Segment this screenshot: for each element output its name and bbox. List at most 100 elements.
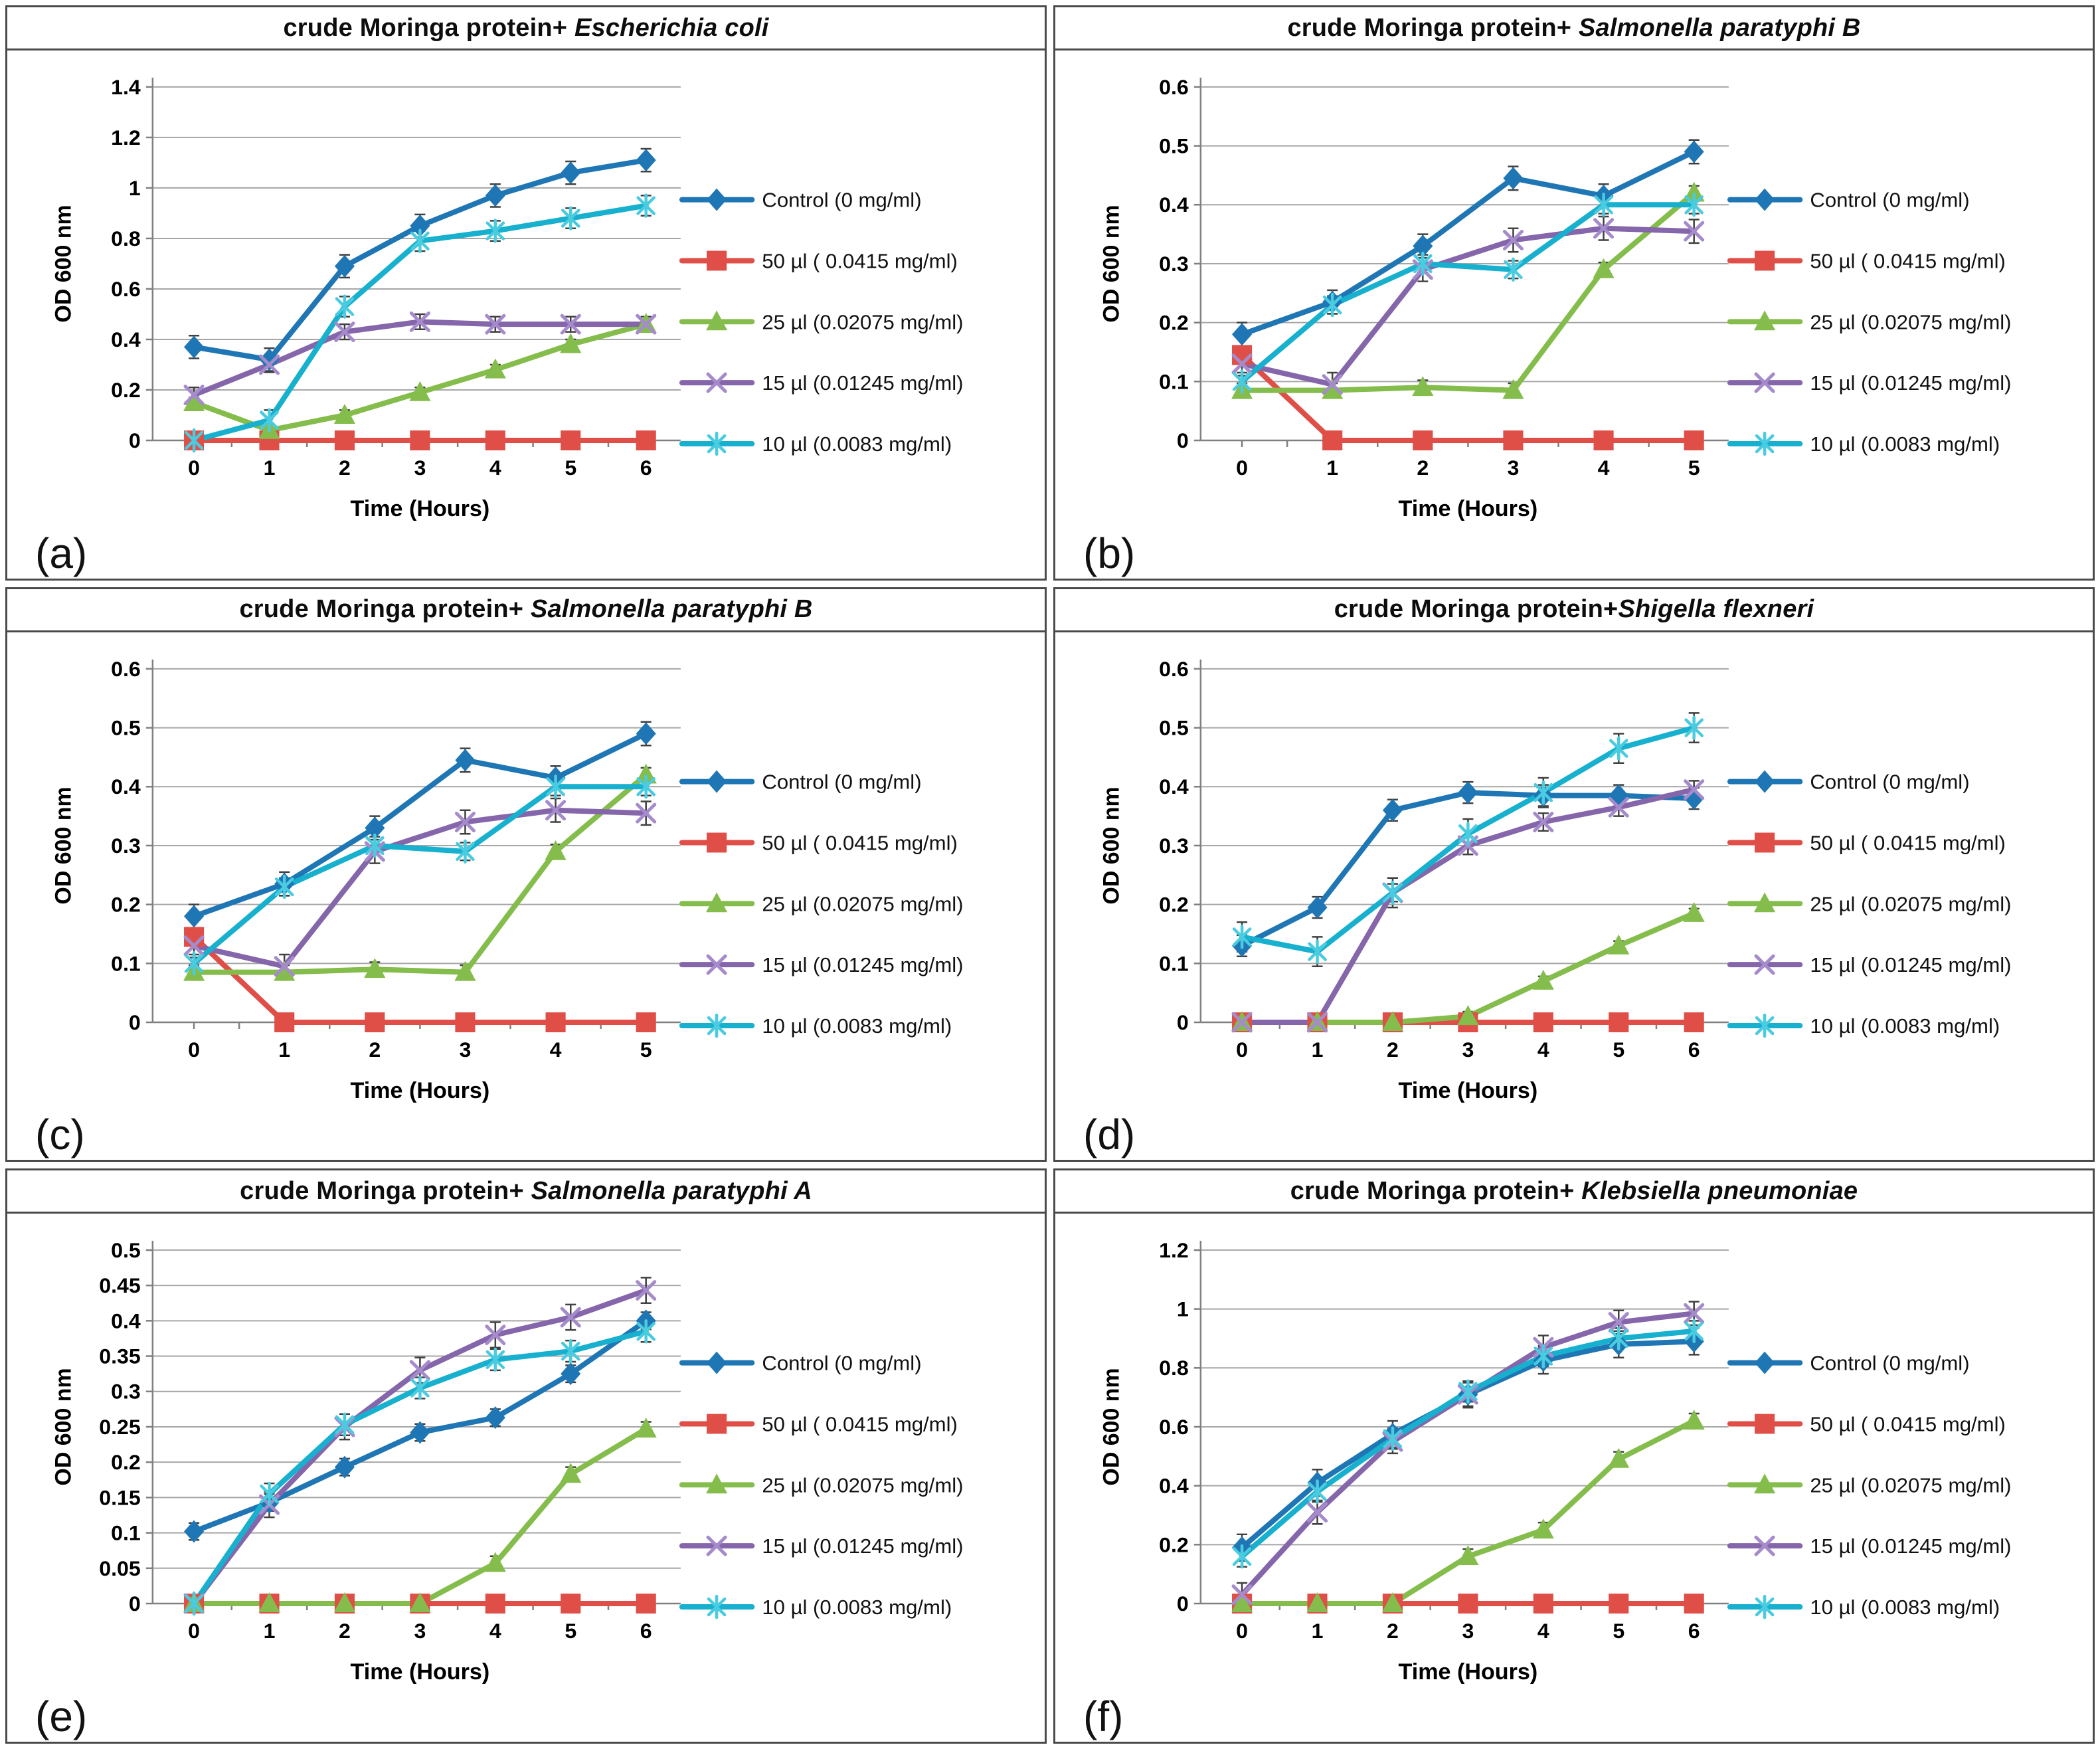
data-point bbox=[334, 254, 355, 278]
data-point bbox=[545, 799, 567, 820]
data-point bbox=[334, 430, 355, 450]
data-point bbox=[1609, 736, 1628, 761]
series-control-line bbox=[191, 731, 649, 919]
legend-marker bbox=[707, 832, 727, 853]
data-point bbox=[1683, 181, 1705, 202]
legend-marker bbox=[1755, 188, 1775, 211]
legend-label: 50 µl ( 0.0415 mg/ml) bbox=[762, 1413, 957, 1436]
x-tick-label: 4 bbox=[550, 1038, 562, 1061]
legend-label: 10 µl (0.0083 mg/ml) bbox=[1810, 432, 2000, 456]
data-point bbox=[1533, 1344, 1553, 1369]
legend-marker bbox=[1755, 1351, 1775, 1374]
x-tick-label: 2 bbox=[369, 1038, 381, 1061]
legend-label: 25 µl (0.02075 mg/ml) bbox=[1810, 892, 2011, 915]
data-point bbox=[561, 1339, 580, 1364]
chart-f: 0 0.2 0.4 0.6 0.8 1 1.2 0 1 2 3 4 5 6 OD 600 nm Time (H… bbox=[1098, 1238, 2011, 1685]
data-point bbox=[560, 314, 581, 335]
series-50ul-markers bbox=[184, 430, 656, 450]
panel-f-letter: (f) bbox=[1083, 1693, 1124, 1740]
data-point bbox=[1608, 1448, 1630, 1469]
panel-f-title-text: crude Moringa protein+ bbox=[1290, 1176, 1582, 1205]
x-tick-label: 6 bbox=[1688, 1619, 1700, 1643]
y-tick-label: 0.2 bbox=[1159, 892, 1189, 916]
y-tick-label: 0.5 bbox=[111, 715, 141, 739]
series-25ul-line bbox=[1239, 190, 1697, 393]
y-tick-label: 0.6 bbox=[111, 277, 141, 301]
data-point bbox=[1457, 1004, 1479, 1025]
legend: Control (0 mg/ml) 50 µl ( 0.0415 mg/ml) 25… bbox=[679, 188, 964, 456]
data-point bbox=[1308, 939, 1327, 964]
y-tick-label: 0.25 bbox=[99, 1415, 140, 1439]
y-axis-title: OD 600 nm bbox=[1098, 1368, 1124, 1486]
data-point bbox=[365, 833, 385, 858]
legend-item: 25 µl (0.02075 mg/ml) bbox=[679, 310, 964, 333]
data-point bbox=[410, 1421, 430, 1444]
legend-marker bbox=[1754, 1536, 1775, 1556]
data-point bbox=[184, 428, 204, 453]
series-25ul-markers bbox=[183, 313, 657, 439]
data-point bbox=[561, 206, 580, 231]
x-tick-label: 1 bbox=[264, 456, 276, 480]
y-tick-label: 0.3 bbox=[111, 834, 141, 858]
data-point bbox=[1322, 374, 1343, 395]
data-point bbox=[409, 1592, 431, 1613]
x-tick-label: 1 bbox=[1312, 1038, 1324, 1061]
panel-f: crude Moringa protein+ Klebsiella pneumo… bbox=[1053, 1168, 2095, 1744]
data-point bbox=[335, 1412, 355, 1437]
legend-marker bbox=[706, 954, 727, 975]
legend-marker bbox=[707, 250, 727, 271]
data-point bbox=[636, 722, 656, 745]
series-15ul-line bbox=[191, 807, 649, 969]
data-point bbox=[485, 184, 505, 207]
data-point bbox=[409, 381, 431, 401]
data-point bbox=[636, 149, 656, 172]
data-point bbox=[364, 957, 386, 978]
y-tick-label: 0.1 bbox=[1159, 369, 1189, 393]
data-point bbox=[454, 811, 476, 832]
legend: Control (0 mg/ml) 50 µl ( 0.0415 mg/ml) 25… bbox=[679, 1351, 964, 1619]
x-axis-title: Time (Hours) bbox=[1399, 496, 1538, 521]
data-point bbox=[1413, 251, 1433, 276]
legend-label: 25 µl (0.02075 mg/ml) bbox=[1810, 310, 2011, 333]
data-point bbox=[561, 1594, 581, 1614]
gridlines bbox=[1200, 668, 1729, 964]
legend-marker bbox=[707, 188, 727, 211]
legend-item: Control (0 mg/ml) bbox=[679, 1351, 922, 1375]
legend-marker bbox=[1755, 1595, 1775, 1619]
legend-item: 50 µl ( 0.0415 mg/ml) bbox=[1727, 1413, 2006, 1436]
legend-marker bbox=[1754, 310, 1776, 331]
legend-item: 10 µl (0.0083 mg/ml) bbox=[679, 431, 952, 456]
data-point bbox=[1533, 811, 1554, 832]
data-point bbox=[1608, 1312, 1629, 1333]
axes: 0 0.1 0.2 0.3 0.4 0.5 0.6 0 1 2 3 4 5 bbox=[1159, 75, 1729, 480]
legend-item: 50 µl ( 0.0415 mg/ml) bbox=[1727, 831, 2006, 854]
series-15ul-markers bbox=[183, 311, 657, 406]
data-point bbox=[1458, 781, 1478, 804]
legend-label: Control (0 mg/ml) bbox=[762, 189, 921, 212]
y-tick-label: 0.2 bbox=[1159, 1533, 1189, 1557]
data-point bbox=[258, 1592, 280, 1613]
y-tick-label: 0 bbox=[1177, 428, 1189, 452]
data-point bbox=[484, 1552, 506, 1572]
legend-label: 25 µl (0.02075 mg/ml) bbox=[1810, 1474, 2011, 1497]
legend-marker bbox=[706, 1536, 727, 1556]
data-point bbox=[1458, 821, 1478, 846]
data-point bbox=[260, 1482, 279, 1507]
x-tick-label: 5 bbox=[1613, 1619, 1624, 1643]
y-tick-label: 0 bbox=[129, 1592, 141, 1615]
y-tick-label: 0 bbox=[1177, 1592, 1189, 1615]
x-tick-label: 3 bbox=[1508, 456, 1520, 480]
data-point bbox=[258, 354, 280, 375]
y-tick-label: 1.2 bbox=[111, 126, 141, 149]
data-point bbox=[1231, 353, 1253, 375]
panel-d-title: crude Moringa protein+ Shigella flexneri bbox=[1055, 589, 2093, 632]
legend-marker bbox=[1754, 1473, 1776, 1494]
legend-label: Control (0 mg/ml) bbox=[1810, 770, 1969, 793]
panel-e-title-text: crude Moringa protein+ bbox=[240, 1176, 531, 1205]
panel-c: crude Moringa protein+ Salmonella paraty… bbox=[5, 587, 1047, 1162]
error-bars bbox=[1237, 711, 1700, 1022]
legend-marker bbox=[707, 770, 727, 793]
y-tick-label: 0.3 bbox=[1159, 834, 1189, 858]
panel-b-chart-area: 0 0.1 0.2 0.3 0.4 0.5 0.6 0 1 2 3 4 5 OD 600 nm Time (… bbox=[1055, 50, 2093, 579]
y-tick-label: 1.2 bbox=[1159, 1238, 1189, 1262]
